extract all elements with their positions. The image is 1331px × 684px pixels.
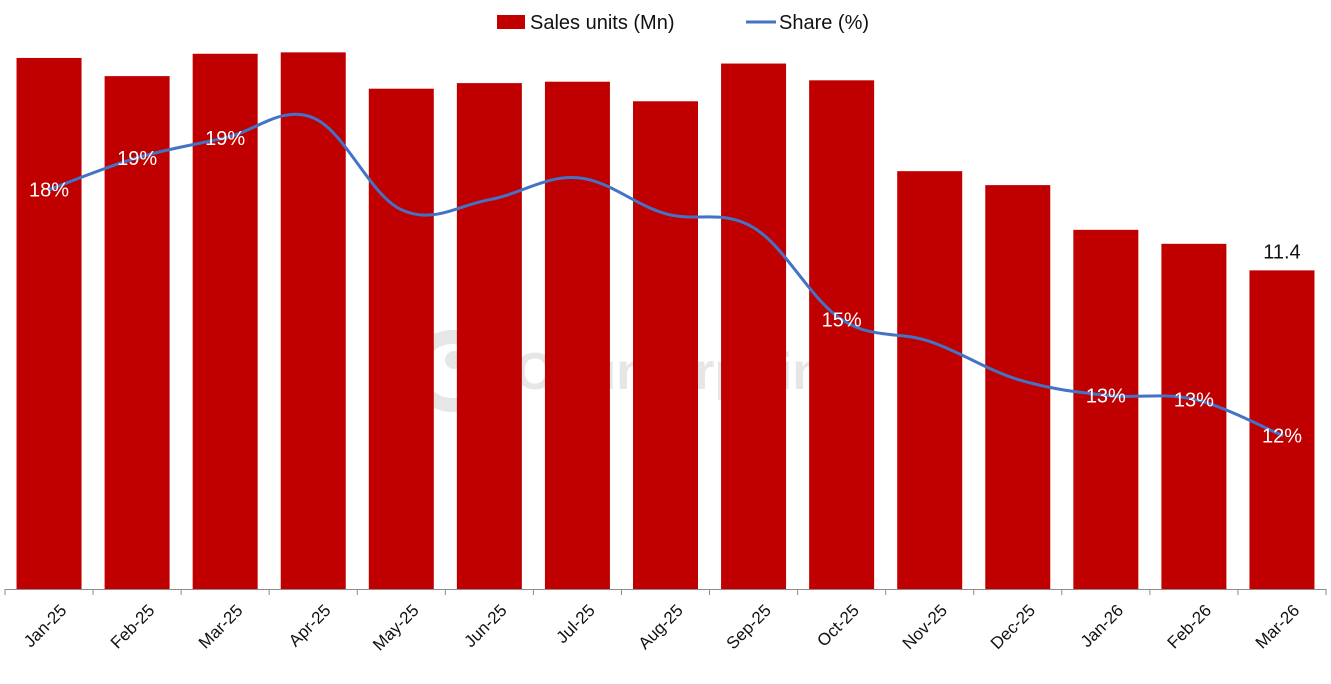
x-tick-label: Feb-25: [107, 601, 159, 653]
x-axis: Jan-25 Feb-25 Mar-25 Apr-25 May-25 Jun-25 Jul-…: [5, 589, 1326, 654]
x-tick-label: May-25: [369, 601, 423, 655]
x-tick-label: Nov-25: [899, 601, 951, 653]
bar-may-25: [369, 89, 434, 589]
x-tick-label: Aug-25: [635, 601, 687, 653]
legend-label-share: Share (%): [779, 12, 869, 34]
legend-swatch-sales: [497, 15, 525, 29]
bar-jun-25: [457, 83, 522, 589]
bar-aug-25: [633, 101, 698, 589]
bar-feb-26: [1161, 244, 1226, 589]
x-tick-label: Mar-25: [195, 601, 247, 653]
x-tick-label: Feb-26: [1164, 601, 1216, 653]
bar-sep-25: [721, 64, 786, 589]
legend-label-sales: Sales units (Mn): [530, 12, 675, 34]
sales-data-label: 11.4: [1263, 241, 1300, 263]
bar-nov-25: [897, 171, 962, 589]
bar-jul-25: [545, 82, 610, 589]
share-data-label: 18%: [29, 180, 69, 202]
share-data-label: 12%: [1262, 425, 1302, 447]
bar-jan-26: [1073, 230, 1138, 589]
x-tick-label: Dec-25: [987, 601, 1039, 653]
bar-oct-25: [809, 80, 874, 589]
x-tick-label: Jan-26: [1077, 601, 1127, 651]
x-tick-label: Mar-26: [1252, 601, 1304, 653]
share-data-label: 13%: [1174, 389, 1214, 411]
bar-apr-25: [281, 52, 346, 589]
share-data-label: 13%: [1086, 385, 1126, 407]
share-data-label: 19%: [205, 128, 245, 150]
x-tick-label: Oct-25: [813, 601, 863, 651]
share-data-label: 15%: [822, 309, 862, 331]
bar-dec-25: [985, 185, 1050, 589]
bar-jan-25: [17, 58, 82, 589]
x-tick-label: Sep-25: [723, 601, 775, 653]
legend: Sales units (Mn) Share (%): [497, 12, 869, 34]
x-tick-label: Jan-25: [20, 601, 70, 651]
x-tick-label: Jul-25: [553, 601, 599, 647]
x-tick-label: Jun-25: [460, 601, 510, 651]
share-data-label: 19%: [117, 148, 157, 170]
x-tick-label: Apr-25: [285, 601, 335, 651]
